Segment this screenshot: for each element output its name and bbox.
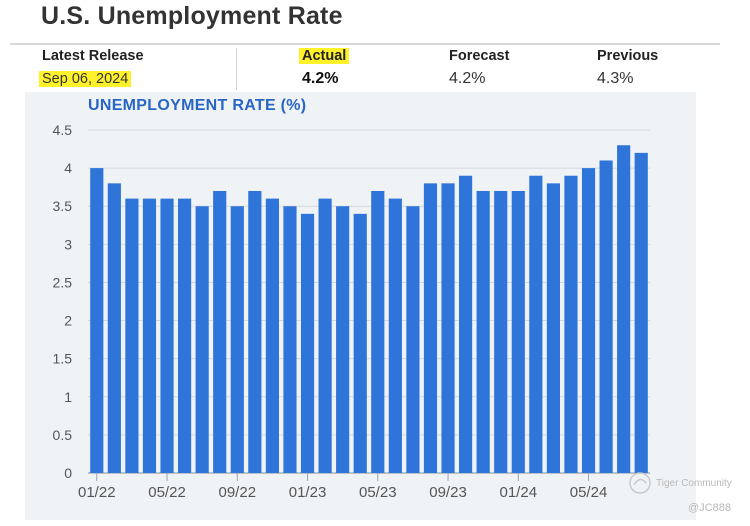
x-tick-label: 01/24: [500, 484, 538, 501]
bar-02-23: [318, 198, 332, 473]
bar-08-24: [634, 152, 648, 473]
bar-08-22: [213, 190, 227, 473]
bar-09-23: [441, 183, 455, 473]
bar-05-23: [371, 190, 385, 473]
previous-value: 4.3%: [597, 70, 634, 87]
bar-07-23: [406, 206, 420, 473]
tiger-logo-icon: [629, 472, 651, 494]
bar-04-22: [142, 198, 157, 473]
bar-07-24: [617, 145, 631, 473]
actual-label: Actual: [299, 48, 350, 64]
x-tick-label: 09/23: [429, 484, 467, 501]
x-tick-label: 05/23: [359, 484, 397, 501]
bar-04-23: [353, 213, 367, 473]
bar-02-22: [107, 183, 121, 473]
x-tick-label: 01/23: [289, 484, 327, 501]
y-tick-label: 3: [64, 236, 72, 252]
bar-06-22: [178, 198, 192, 473]
bar-12-23: [494, 190, 508, 473]
x-tick-label: 01/22: [78, 484, 116, 501]
bar-12-22: [283, 206, 297, 473]
release-stats: Latest Release Sep 06, 2024 Actual 4.2% …: [0, 44, 750, 92]
actual-label-text: Actual: [299, 48, 350, 64]
x-tick-label: 09/22: [219, 484, 257, 501]
watermark-brand: Tiger Community: [656, 478, 732, 489]
y-tick-label: 4.5: [53, 122, 73, 138]
y-tick-label: 2.5: [53, 274, 73, 290]
y-tick-label: 1.5: [53, 351, 73, 367]
watermark-handle: @JC888: [688, 502, 731, 514]
y-tick-label: 4: [64, 160, 72, 176]
previous-label: Previous: [597, 48, 659, 64]
y-tick-label: 1: [64, 389, 72, 405]
latest-release-value: Sep 06, 2024: [39, 70, 132, 88]
stats-divider: [236, 48, 237, 90]
latest-release-label: Latest Release: [42, 48, 144, 64]
y-tick-label: 3.5: [53, 198, 73, 214]
bar-03-23: [336, 206, 350, 473]
bar-02-24: [529, 175, 543, 473]
y-tick-label: 2: [64, 313, 72, 329]
bar-05-22: [160, 198, 174, 473]
bar-09-22: [230, 206, 244, 473]
bar-10-22: [248, 190, 262, 473]
bar-06-24: [599, 160, 613, 473]
forecast-label: Forecast: [449, 48, 510, 64]
y-tick-label: 0.5: [53, 427, 73, 443]
bar-01-23: [300, 213, 315, 473]
page-title: U.S. Unemployment Rate: [41, 2, 343, 30]
bar-08-23: [423, 183, 438, 473]
bar-01-24: [511, 190, 525, 473]
chart-title: UNEMPLOYMENT RATE (%): [88, 97, 307, 114]
forecast-value: 4.2%: [449, 70, 486, 87]
bar-01-22: [90, 168, 104, 473]
latest-release-date: Sep 06, 2024: [39, 71, 132, 87]
bar-07-22: [195, 206, 209, 473]
bar-03-22: [125, 198, 139, 473]
bar-10-23: [459, 175, 473, 473]
title-divider: [10, 43, 720, 45]
x-tick-label: 05/22: [148, 484, 186, 501]
bar-03-24: [546, 183, 560, 473]
bar-06-23: [388, 198, 402, 473]
y-tick-label: 0: [64, 465, 72, 481]
bar-05-24: [581, 168, 596, 473]
bar-11-23: [476, 190, 490, 473]
actual-value: 4.2%: [302, 70, 339, 87]
x-tick-label: 05/24: [570, 484, 608, 501]
bar-11-22: [265, 198, 279, 473]
bar-04-24: [564, 175, 578, 473]
